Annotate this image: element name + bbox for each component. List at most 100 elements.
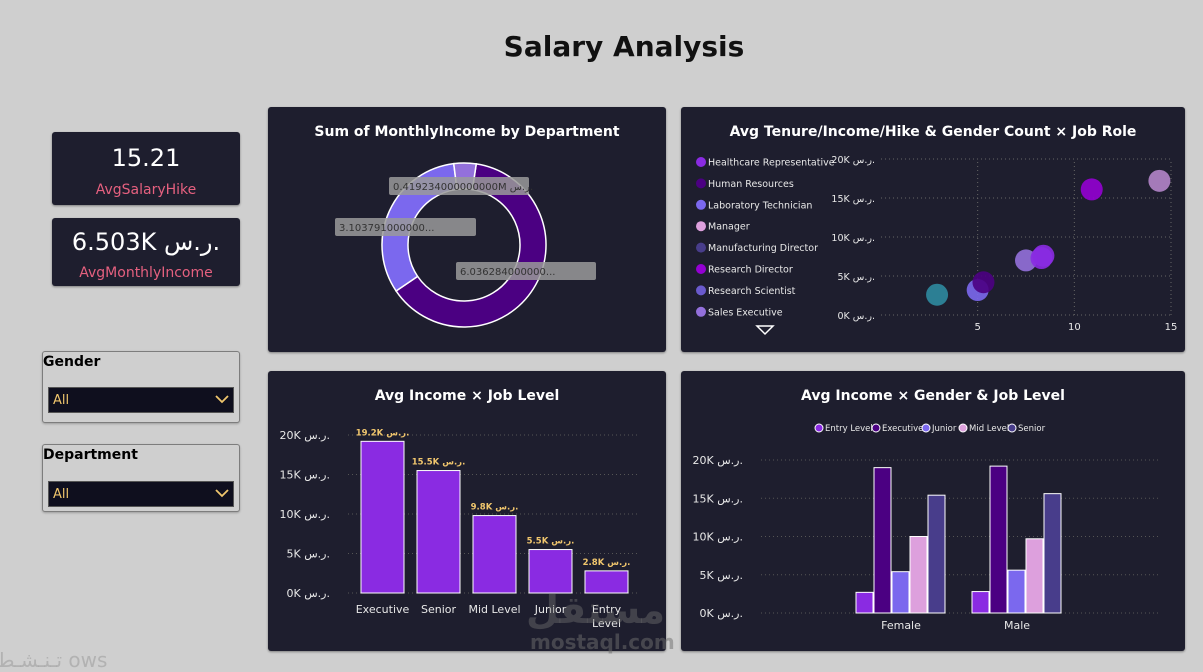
legend-marker: [1007, 423, 1017, 433]
x-tick-label: 10: [1068, 322, 1081, 333]
scatter-chart: Healthcare Representative Human Resources…: [696, 155, 1178, 336]
dropdown-value: All: [53, 487, 70, 502]
legend-marker: [958, 423, 968, 433]
legend-marker: [921, 423, 931, 433]
x-tick-label: Senior: [421, 603, 457, 616]
y-tick-label: 20K ر.س.: [831, 155, 875, 166]
legend-marker: [871, 423, 881, 433]
data-label: 9.8K ر.س.: [471, 503, 519, 513]
kpi-label: AvgSalaryHike: [95, 182, 197, 198]
legend-marker: [696, 264, 706, 274]
scatter-chart-card[interactable]: Avg Tenure/Income/Hike & Gender Count × …: [681, 107, 1185, 352]
y-tick-label: 5K ر.س.: [700, 569, 743, 582]
donut-chart: 6.036284000000... 3.103791000000... 0.4192…: [335, 162, 596, 328]
bar: [360, 440, 405, 594]
legend-label: Mid Level: [969, 424, 1009, 434]
chart-title: Avg Income × Job Level: [374, 388, 560, 404]
x-tick-label: 5: [974, 322, 980, 333]
data-label: 0.419234000000000M ر.س.: [393, 182, 533, 193]
job-level-bar-chart: 20K ر.س. 15K ر.س. 10K ر.س. 5K ر.س. 0K ر.س. 19…: [280, 428, 638, 630]
data-label-box: [389, 177, 529, 195]
legend-label: Laboratory Technician: [708, 200, 812, 211]
department-dropdown[interactable]: All: [48, 481, 234, 507]
chart-title: Avg Income × Gender & Job Level: [801, 388, 1065, 404]
watermark-brand-ar: مستقل: [526, 588, 665, 632]
legend-label: Manufacturing Director: [708, 243, 818, 254]
legend-label: Manager: [708, 222, 750, 233]
bar: [909, 536, 928, 614]
y-tick-label: 20K ر.س.: [280, 429, 330, 442]
y-tick-label: 0K ر.س.: [700, 607, 743, 620]
bar: [584, 570, 629, 594]
scatter-point: [972, 271, 995, 294]
legend-marker: [696, 157, 706, 167]
page-title: Salary Analysis: [503, 30, 745, 63]
x-tick-label: Junior: [534, 603, 567, 616]
y-tick-label: 5K ر.س.: [287, 548, 330, 561]
data-label: 15.5K ر.س.: [412, 458, 466, 468]
bar: [989, 465, 1008, 614]
legend-label: Human Resources: [708, 179, 794, 190]
bar: [873, 467, 892, 614]
kpi-value: 15.21: [111, 144, 181, 172]
legend-label: Executive: [882, 424, 923, 434]
bar: [855, 591, 874, 614]
scatter-point: [926, 283, 949, 306]
x-tick-label: Male: [1004, 619, 1030, 632]
bar: [1043, 493, 1062, 614]
chart-title: Sum of MonthlyIncome by Department: [314, 124, 620, 140]
y-tick-label: 10K ر.س.: [280, 508, 330, 521]
y-tick-label: 10K ر.س.: [693, 531, 743, 544]
bar: [891, 571, 910, 614]
x-tick-label: Mid Level: [468, 603, 520, 616]
x-tick-label: Female: [881, 619, 921, 632]
bar: [416, 470, 461, 594]
legend-label: Healthcare Representative: [708, 158, 835, 169]
x-tick-label: Level: [592, 617, 621, 630]
gender-slicer: Gender All: [42, 351, 240, 423]
bar: [971, 591, 990, 614]
slicer-title: Department: [43, 447, 138, 463]
data-label-box: [456, 262, 596, 280]
dropdown-value: All: [53, 393, 70, 408]
watermark-corner: تـنـشـط ows: [0, 648, 108, 672]
data-label: 2.8K ر.س.: [583, 558, 631, 568]
x-tick-label: 15: [1165, 322, 1178, 333]
donut-chart-card[interactable]: Sum of MonthlyIncome by Department 6.036…: [268, 107, 666, 352]
y-tick-label: 15K ر.س.: [280, 469, 330, 482]
gender-level-chart-card[interactable]: Avg Income × Gender & Job Level Entry Le…: [681, 371, 1185, 651]
data-label: 6.036284000000...: [460, 267, 555, 278]
bar: [927, 494, 946, 614]
y-tick-label: 5K ر.س.: [837, 272, 875, 283]
scatter-point: [1032, 244, 1055, 267]
kpi-card-monthly-income[interactable]: 6.503K ر.س. AvgMonthlyIncome: [52, 218, 240, 286]
kpi-value: 6.503K ر.س.: [71, 228, 221, 256]
bar: [472, 515, 517, 594]
legend-label: Entry Level: [825, 424, 873, 434]
chevron-down-icon: [755, 325, 775, 336]
job-level-chart-card[interactable]: Avg Income × Job Level 20K ر.س. 15K ر.س. 1…: [268, 371, 666, 651]
legend-marker: [696, 242, 706, 253]
kpi-label: AvgMonthlyIncome: [79, 265, 213, 281]
watermark-brand-en: mostaql.com: [530, 630, 675, 654]
chevron-down-icon: [215, 390, 229, 412]
data-label-box: [335, 218, 476, 236]
legend-marker: [696, 221, 706, 232]
x-tick-label: Executive: [356, 603, 410, 616]
legend-label: Senior: [1018, 424, 1046, 434]
legend-marker: [696, 199, 706, 210]
y-tick-label: 0K ر.س.: [287, 587, 330, 600]
kpi-card-salary-hike[interactable]: 15.21 AvgSalaryHike: [52, 132, 240, 205]
scatter-point: [1148, 169, 1171, 192]
data-label: 5.5K ر.س.: [527, 537, 575, 547]
gender-dropdown[interactable]: All: [48, 387, 234, 413]
y-tick-label: 20K ر.س.: [693, 454, 743, 467]
bar: [1007, 569, 1026, 614]
legend-label: Research Director: [708, 265, 793, 276]
y-tick-label: 15K ر.س.: [831, 194, 875, 205]
legend-label: Junior: [931, 424, 957, 434]
data-label: 19.2K ر.س.: [356, 428, 410, 438]
legend-marker: [696, 306, 706, 317]
data-label: 3.103791000000...: [339, 223, 434, 234]
legend-label: Research Scientist: [708, 286, 796, 297]
